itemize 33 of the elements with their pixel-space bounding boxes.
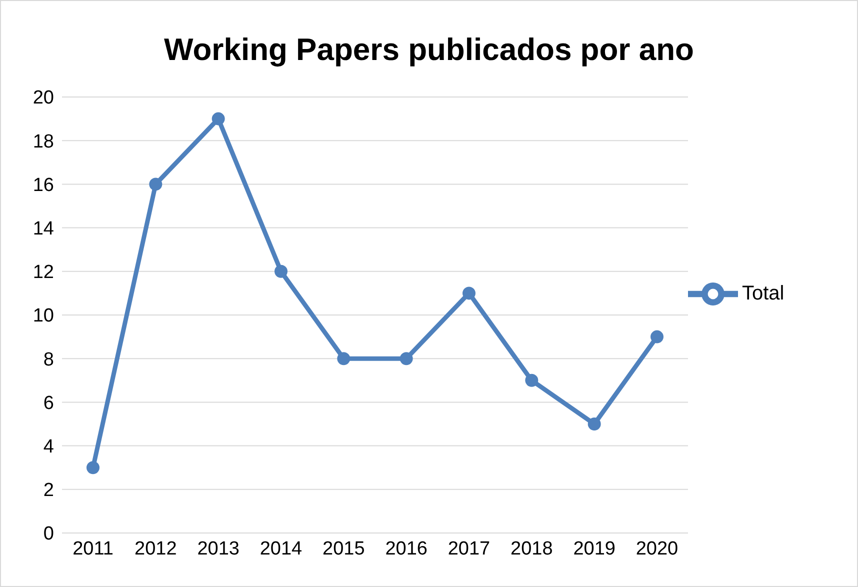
point: [525, 374, 538, 387]
chart-title: Working Papers publicados por ano: [163, 32, 695, 68]
point: [274, 264, 288, 278]
x-tick-label: 2012: [134, 538, 177, 560]
x-tick-label: 2015: [322, 538, 365, 560]
x-tick-label: 2013: [197, 538, 240, 560]
x-tick-label: 2014: [260, 538, 303, 560]
x-tick-label: 2020: [636, 538, 678, 560]
x-tick-label: 2011: [72, 538, 114, 560]
x-tick-label: 2016: [385, 538, 428, 560]
y-tick-label: 2: [43, 480, 54, 502]
x-tick-label: 2019: [573, 538, 616, 560]
y-tick-label: 6: [43, 392, 54, 414]
y-tick-label: 8: [43, 349, 54, 370]
y-tick-label: 14: [32, 218, 54, 240]
point: [212, 112, 225, 126]
x-tick-label: 2018: [510, 538, 553, 560]
point: [149, 178, 162, 191]
point: [337, 352, 350, 366]
y-tick-label: 20: [32, 88, 54, 109]
x-tick-label: 2017: [448, 538, 490, 560]
point: [650, 330, 664, 344]
y-tick-label: 4: [43, 436, 54, 458]
y-tick-label: 10: [32, 306, 54, 327]
y-tick-label: 12: [32, 262, 54, 284]
y-tick-label: 16: [32, 174, 54, 196]
point: [588, 418, 601, 430]
y-tick-label: 0: [43, 524, 54, 545]
legend-label: Total: [742, 282, 784, 304]
point: [462, 286, 476, 300]
y-tick-label: 18: [32, 131, 54, 152]
point: [400, 352, 413, 366]
point: [86, 461, 100, 474]
